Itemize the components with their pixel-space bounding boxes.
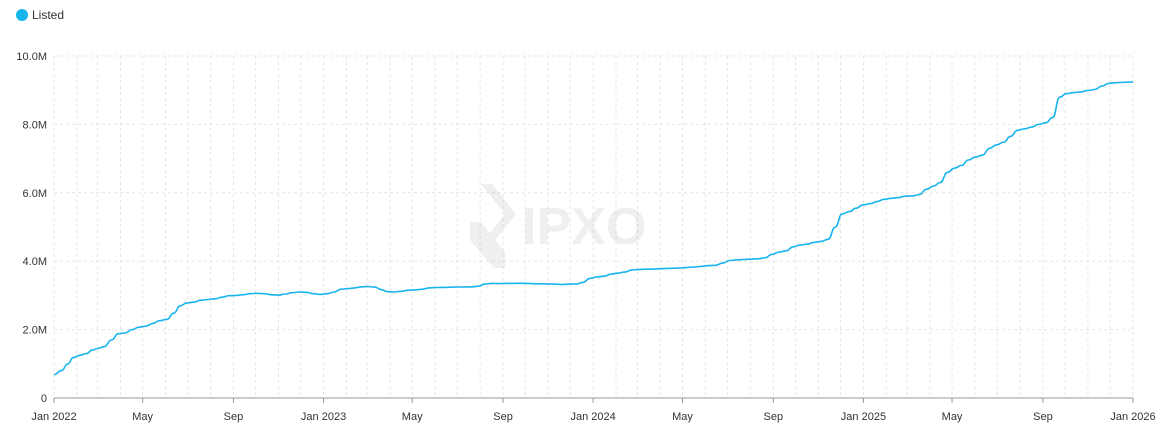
y-tick-label: 0 <box>41 393 47 405</box>
x-tick-label: Sep <box>224 411 244 423</box>
y-tick-label: 4.0M <box>23 256 47 268</box>
watermark: IPXO <box>470 184 646 268</box>
series-layer <box>53 81 1134 376</box>
chart-legend[interactable]: Listed <box>16 8 64 22</box>
x-tick-label: Jan 2023 <box>301 411 346 423</box>
x-tick-label: Sep <box>1033 411 1053 423</box>
x-tick-label: May <box>132 411 153 423</box>
y-tick-label: 2.0M <box>23 325 47 337</box>
x-tick-label: Jan 2026 <box>1110 411 1155 423</box>
legend-label[interactable]: Listed <box>32 8 65 22</box>
legend-dot-icon <box>16 9 28 21</box>
x-tick-label: Sep <box>493 411 513 423</box>
y-tick-label: 6.0M <box>23 188 47 200</box>
x-tick-label: May <box>402 411 423 423</box>
x-tick-label: May <box>672 411 693 423</box>
y-tick-label: 10.0M <box>16 51 47 63</box>
x-tick-label: Jan 2025 <box>841 411 886 423</box>
watermark-text: IPXO <box>522 198 646 256</box>
series-line-listed[interactable] <box>53 81 1134 376</box>
chart-grid <box>53 55 1134 399</box>
y-tick-label: 8.0M <box>23 119 47 131</box>
y-axis: 0 2.0M 4.0M 6.0M 8.0M 10.0M <box>16 51 47 405</box>
x-tick-label: May <box>942 411 963 423</box>
x-tick-label: Sep <box>764 411 784 423</box>
x-tick-label: Jan 2024 <box>570 411 615 423</box>
x-tick-label: Jan 2022 <box>31 411 76 423</box>
x-axis: Jan 2022 May Sep Jan 2023 May Sep Jan 2024 May S… <box>31 397 1156 423</box>
ipxo-logo-icon <box>470 184 516 268</box>
